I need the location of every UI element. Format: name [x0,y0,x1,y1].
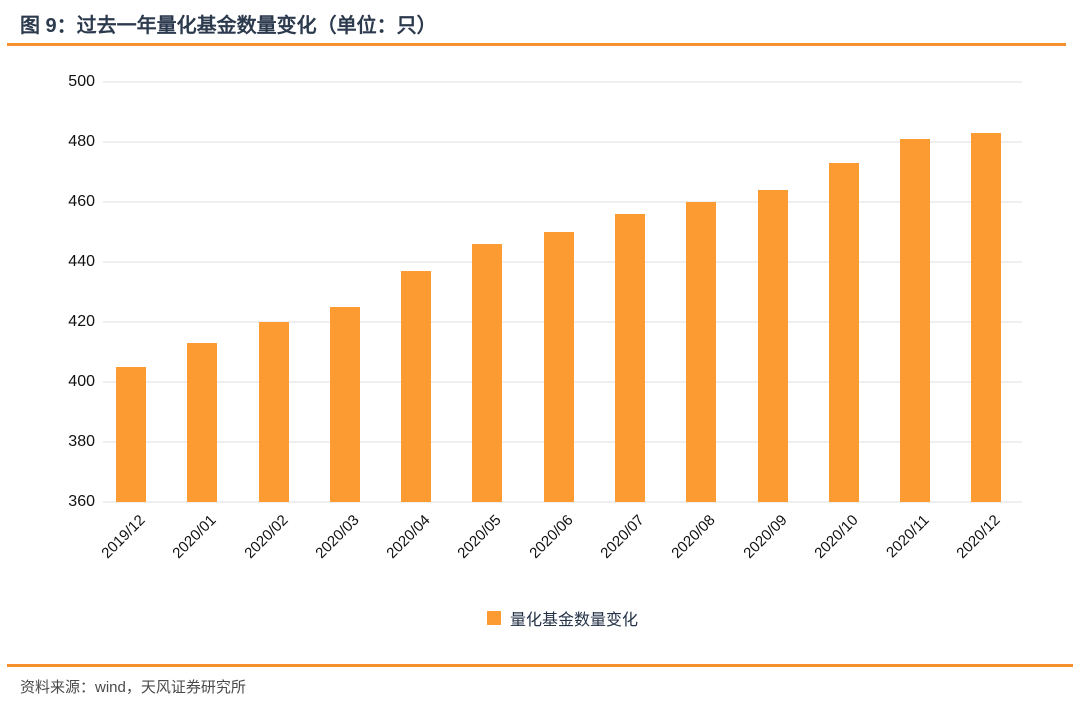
gridline-y-460 [103,201,1022,203]
y-tick-label: 360 [68,493,95,510]
y-tick-label: 500 [68,73,95,90]
y-tick-label: 400 [68,373,95,390]
gridline-y-480 [103,141,1022,143]
bar-2020/01 [187,343,218,502]
bar-2020/03 [329,307,360,502]
title-underline-rule [7,43,1066,46]
y-tick-label: 440 [68,253,95,270]
legend-label: 量化基金数量变化 [509,612,638,629]
y-tick-label: 460 [68,193,95,210]
bar-2020/05 [472,244,503,502]
bar-2019/12 [116,367,147,502]
y-tick-label: 480 [68,133,95,150]
bar-2020/04 [401,271,432,502]
bar-2020/02 [258,322,289,502]
source-note: 资料来源：wind，天风证券研究所 [20,679,246,696]
bar-2020/09 [757,190,788,502]
bar-2020/07 [615,214,646,502]
figure-title: 图 9：过去一年量化基金数量变化（单位：只） [20,15,437,37]
y-tick-label: 380 [68,433,95,450]
gridline-y-360 [103,501,1022,503]
chart-legend: 量化基金数量变化 [103,606,1022,630]
bar-2020/08 [686,202,717,502]
bar-chart: 量化基金数量变化 360 380 400 420 440 460 480 500 2019/12… [68,73,1022,630]
bar-2020/10 [828,163,859,502]
gridline-y-500 [103,81,1022,83]
bar-2020/11 [900,139,931,502]
bar-2020/06 [543,232,574,502]
bar-2020/12 [971,133,1002,502]
y-tick-label: 420 [68,313,95,330]
footer-rule [7,664,1073,667]
legend-swatch-icon [486,611,501,625]
